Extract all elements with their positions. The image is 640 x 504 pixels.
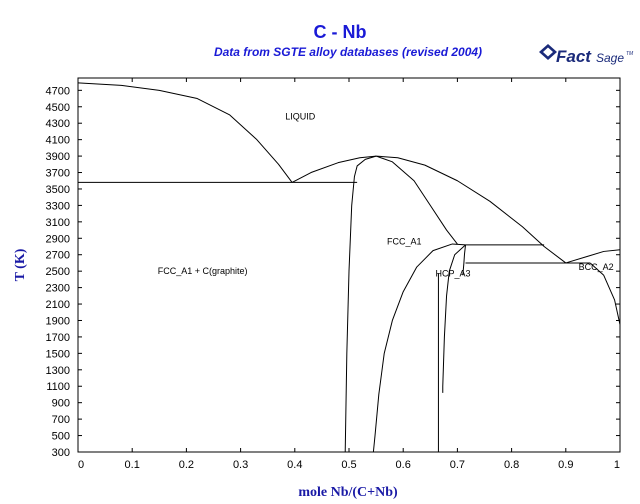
phase-region-label: LIQUID [285,112,316,122]
y-tick-label: 2100 [46,299,70,311]
y-tick-label: 1300 [46,365,70,377]
x-tick-label: 0.7 [450,459,465,471]
y-axis-ticks: 300 500 700 900 1100 1300 1500 1700 1900 2100 2300… [46,85,620,459]
phase-boundary-line [462,244,467,276]
y-tick-label: 3700 [46,168,70,180]
phase-boundary-line [565,249,621,264]
chart-title: C - Nb [314,22,367,42]
y-tick-label: 3300 [46,200,70,212]
x-tick-label: 0.8 [504,459,519,471]
y-tick-label: 700 [52,414,70,426]
factsage-logo-mark [539,44,557,60]
y-tick-label: 1100 [46,381,70,393]
y-tick-label: 900 [52,398,70,410]
chart-subtitle: Data from SGTE alloy databases (revised … [214,45,482,59]
phase-boundary-line [589,262,621,325]
y-tick-label: 300 [52,447,70,459]
phase-region-label: FCC_A1 + C(graphite) [158,266,248,276]
x-tick-label: 0 [78,459,84,471]
phase-boundary-line [451,243,545,246]
phase-region-label: FCC_A1 [387,237,422,247]
y-tick-label: 3100 [46,217,70,229]
phase-boundary-line [376,155,567,264]
phase-boundary-line [442,244,466,393]
y-tick-label: 1900 [46,315,70,327]
phase-boundaries [77,82,621,453]
y-tick-label: 2300 [46,283,70,295]
y-tick-label: 1500 [46,348,70,360]
phase-boundary-line [291,155,377,183]
y-tick-label: 4100 [46,135,70,147]
x-tick-label: 0.4 [287,459,302,471]
phase-boundary-line [375,155,458,245]
x-tick-label: 0.9 [558,459,573,471]
y-tick-label: 500 [52,431,70,443]
x-tick-label: 0.3 [233,459,248,471]
x-tick-label: 0.6 [396,459,411,471]
y-tick-label: 4300 [46,118,70,130]
phase-boundary-line [372,243,453,453]
x-axis-ticks: 0 0.1 0.2 0.3 0.4 0.5 0.6 0.7 0.8 0.9 1 [77,78,621,471]
y-tick-label: 2700 [46,250,70,262]
y-tick-label: 4500 [46,102,70,114]
factsage-logo-main: Fact [556,47,592,66]
x-tick-label: 1 [614,459,620,471]
y-tick-label: 3500 [46,184,70,196]
phase-boundary-line [77,82,293,183]
phase-region-label: HCP_A3 [436,269,471,279]
y-tick-label: 4700 [46,85,70,97]
factsage-logo-trademark: TM [626,51,634,57]
factsage-logo: Fact Sage TM [539,44,634,66]
y-axis-label: T (K) [13,248,28,281]
y-tick-label: 2900 [46,233,70,245]
x-tick-label: 0.2 [179,459,194,471]
phase-boundary-line [344,155,377,453]
factsage-logo-light: Sage [596,51,624,65]
x-axis-label: mole Nb/(C+Nb) [298,485,398,500]
y-tick-label: 3900 [46,151,70,163]
y-tick-label: 2500 [46,266,70,278]
phase-region-label: BCC_A2 [579,262,614,272]
phase-region-labels: LIQUID FCC_A1 + C(graphite) FCC_A1 HCP_A3 BC… [158,112,614,279]
y-tick-label: 1700 [46,332,70,344]
x-tick-label: 0.1 [125,459,140,471]
x-tick-label: 0.5 [341,459,356,471]
